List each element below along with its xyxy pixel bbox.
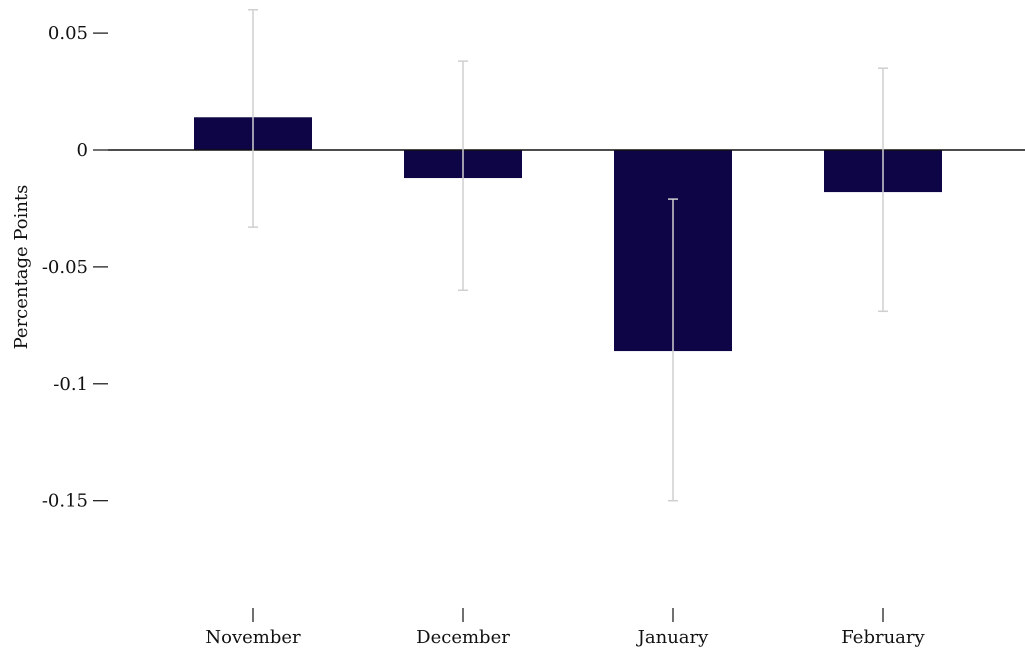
error-bar-november <box>248 8 258 228</box>
x-tick-label-january: January <box>636 627 709 648</box>
error-bar-february <box>878 67 888 313</box>
x-axis: November December January February <box>205 608 926 648</box>
x-tick-label-february: February <box>841 627 925 648</box>
y-tick-label: -0.05 <box>42 257 88 278</box>
y-tick-label: 0.05 <box>48 23 88 44</box>
y-tick-label: 0 <box>77 140 88 161</box>
y-tick-label: -0.15 <box>42 491 88 512</box>
x-tick-label-november: November <box>205 627 301 648</box>
y-axis-title: Percentage Points <box>11 185 32 350</box>
x-tick-label-december: December <box>416 627 510 648</box>
error-bar-december <box>458 60 468 292</box>
error-bars-group <box>248 8 888 502</box>
error-bar-january <box>668 198 678 502</box>
y-axis: 0.05 0 -0.05 -0.1 -0.15 <box>42 23 108 512</box>
y-tick-label: -0.1 <box>53 374 88 395</box>
bars-group <box>194 117 942 352</box>
